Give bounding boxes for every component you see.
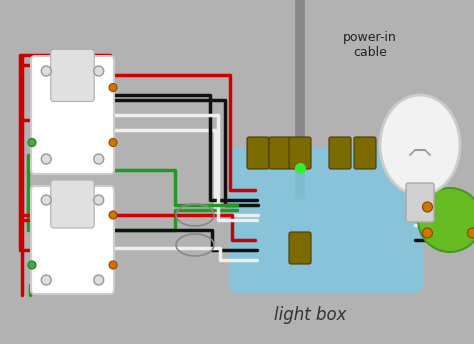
FancyBboxPatch shape [31,56,114,174]
FancyBboxPatch shape [51,49,94,101]
Circle shape [418,188,474,252]
FancyBboxPatch shape [229,147,423,293]
FancyBboxPatch shape [406,183,434,222]
Circle shape [41,275,51,285]
Circle shape [41,154,51,164]
FancyBboxPatch shape [329,137,351,169]
FancyBboxPatch shape [31,186,114,294]
Circle shape [28,261,36,269]
Circle shape [41,195,51,205]
Circle shape [94,275,104,285]
FancyBboxPatch shape [51,180,94,228]
Circle shape [109,84,117,92]
Circle shape [94,66,104,76]
Circle shape [109,261,117,269]
FancyBboxPatch shape [247,137,269,169]
Circle shape [41,66,51,76]
FancyBboxPatch shape [289,232,311,264]
FancyBboxPatch shape [269,137,291,169]
Circle shape [109,211,117,219]
Text: light box: light box [274,306,346,324]
Circle shape [109,139,117,147]
FancyBboxPatch shape [289,137,311,169]
Circle shape [467,228,474,238]
Circle shape [422,228,432,238]
FancyBboxPatch shape [354,137,376,169]
Text: power-in
cable: power-in cable [343,31,397,59]
Ellipse shape [380,95,460,195]
Circle shape [28,139,36,147]
Circle shape [422,202,432,212]
Circle shape [94,195,104,205]
Circle shape [94,154,104,164]
